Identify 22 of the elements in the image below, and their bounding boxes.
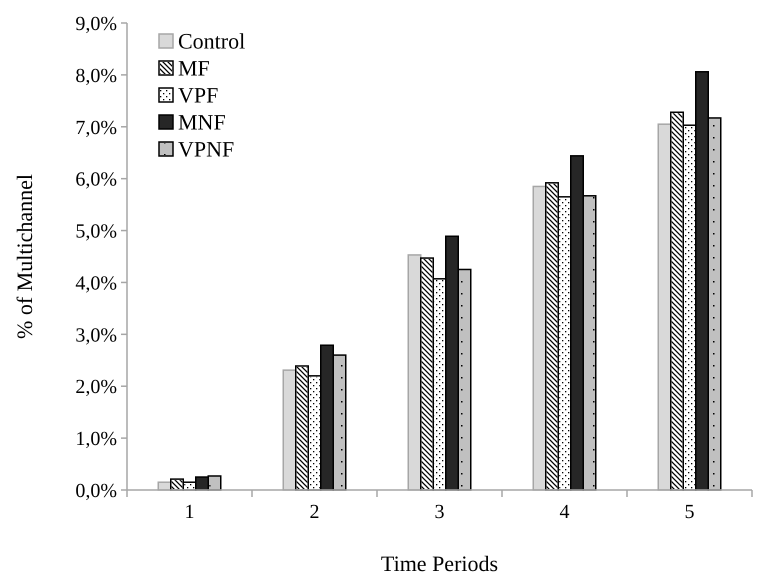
y-axis-title: % of Multichannel (12, 174, 37, 339)
legend-label: MNF (178, 110, 226, 135)
legend-label: MF (178, 56, 210, 81)
x-tick-label: 4 (560, 501, 570, 523)
x-tick-label: 5 (684, 501, 694, 523)
y-tick-label: 3,0% (75, 324, 117, 346)
y-tick-label: 4,0% (75, 272, 117, 294)
y-tick-label: 7,0% (75, 116, 117, 139)
y-tick-label: 8,0% (75, 64, 117, 87)
x-axis-title: Time Periods (380, 551, 498, 576)
y-tick-label: 6,0% (75, 168, 117, 191)
x-tick-label: 2 (310, 501, 320, 523)
y-tick-label: 0,0% (75, 480, 117, 502)
y-tick-label: 1,0% (75, 428, 117, 450)
y-tick-label: 9,0% (75, 13, 117, 35)
y-tick-label: 2,0% (75, 376, 117, 398)
legend-label: VPF (178, 82, 218, 108)
legend-label: Control (178, 28, 246, 54)
x-tick-label: 1 (184, 501, 194, 523)
legend-label: VPNF (178, 136, 234, 162)
x-tick-label: 3 (434, 501, 444, 523)
y-tick-label: 5,0% (75, 220, 117, 243)
